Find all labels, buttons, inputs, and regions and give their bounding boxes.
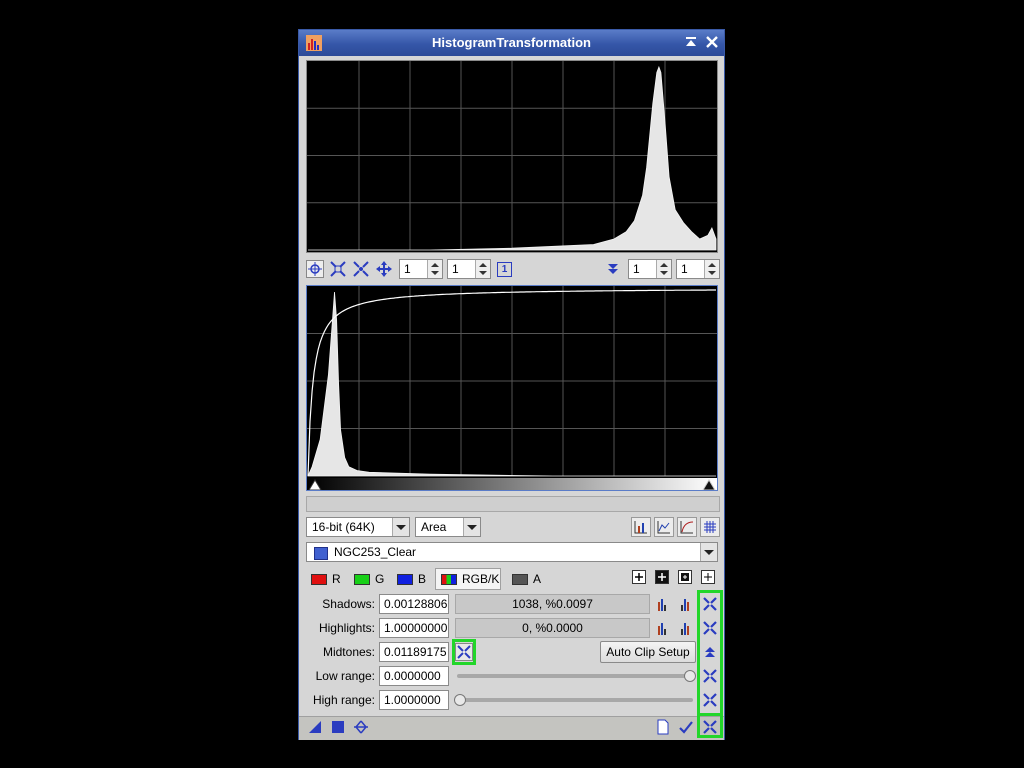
channel-g-swatch	[354, 574, 370, 586]
bit-depth-combo[interactable]: 16-bit (64K)	[306, 517, 410, 537]
highlights-label: Highlights:	[318, 621, 375, 635]
shade-icon[interactable]	[683, 34, 699, 50]
channel-a-label: A	[533, 572, 542, 586]
shadows-marker	[308, 479, 322, 490]
shadows-histogram-icon-2[interactable]	[679, 596, 697, 614]
log-graph-icon[interactable]	[654, 517, 674, 537]
highlights-marker	[702, 479, 716, 490]
image-view-icon	[314, 547, 328, 560]
high-range-slider-handle[interactable]	[454, 694, 466, 706]
shadows-input[interactable]: 0.00128806	[379, 594, 449, 614]
bit-depth-value: 16-bit (64K)	[312, 520, 375, 534]
midtones-label: Midtones:	[322, 645, 375, 659]
histogram-transformation-window: HistogramTransformation 1 1 1 1 1 16-bit…	[298, 29, 725, 740]
channel-rgbk-swatch	[441, 574, 457, 586]
low-range-label: Low range:	[315, 669, 375, 683]
window-title: HistogramTransformation	[432, 35, 591, 50]
zoom-x2-value: 1	[633, 262, 640, 276]
zoom-x-value: 1	[404, 262, 411, 276]
midtones-input[interactable]: 0.01189175	[379, 642, 449, 662]
reset-column-highlight	[697, 590, 723, 716]
histogram-area	[308, 65, 717, 251]
highlights-reset-icon[interactable]	[701, 619, 719, 637]
channel-b-swatch	[397, 574, 413, 586]
low-range-reset-icon[interactable]	[701, 667, 719, 685]
highlights-clip-readout: 0, %0.0000	[455, 618, 650, 638]
zoom-x2-spinbox[interactable]: 1	[628, 259, 672, 279]
pan-icon[interactable]	[375, 260, 393, 278]
shadows-clip-readout: 1038, %0.0097	[455, 594, 650, 614]
channel-b[interactable]: B	[397, 569, 426, 589]
page-badge[interactable]: 1	[497, 262, 512, 277]
app-icon	[306, 35, 322, 51]
linear-graph-icon[interactable]	[631, 517, 651, 537]
auto-clip-setup-button[interactable]: Auto Clip Setup	[600, 641, 696, 663]
view-selector-value: NGC253_Clear	[334, 545, 417, 559]
reset-all-highlight	[697, 714, 723, 738]
low-range-slider-handle[interactable]	[684, 670, 696, 682]
arrow-down-icon[interactable]	[604, 260, 622, 278]
highlights-histogram-icon[interactable]	[656, 620, 674, 638]
channel-a-swatch	[512, 574, 528, 586]
zoom-y-value: 1	[452, 262, 459, 276]
highlights-histogram-icon-2[interactable]	[679, 620, 697, 638]
reset-all-icon[interactable]	[701, 718, 719, 736]
zoom-out-icon[interactable]	[678, 570, 696, 588]
channel-g-label: G	[375, 572, 385, 586]
output-histogram-chart	[307, 61, 717, 251]
shadows-reset-icon[interactable]	[701, 595, 719, 613]
channel-a[interactable]: A	[512, 569, 541, 589]
low-range-slider[interactable]	[457, 674, 693, 678]
zoom-y2-value: 1	[681, 262, 688, 276]
midtones-reset-icon[interactable]	[455, 643, 473, 661]
zoom-reset-icon[interactable]	[352, 260, 370, 278]
channel-r-swatch	[311, 574, 327, 586]
input-histogram-chart	[307, 286, 717, 490]
low-range-input[interactable]: 0.0000000	[379, 666, 449, 686]
reset-icon[interactable]	[353, 719, 371, 737]
zoom-in-icon[interactable]	[632, 570, 650, 588]
high-range-reset-icon[interactable]	[701, 691, 719, 709]
view-icon[interactable]	[330, 719, 348, 737]
channel-g[interactable]: G	[354, 569, 384, 589]
zoom-out-outline-icon[interactable]	[701, 570, 719, 588]
grid-icon[interactable]	[700, 517, 720, 537]
high-range-input[interactable]: 1.0000000	[379, 690, 449, 710]
view-selector[interactable]: NGC253_Clear	[306, 542, 718, 562]
high-range-label: High range:	[312, 693, 375, 707]
bottom-bar	[299, 716, 724, 740]
channel-r-label: R	[332, 572, 341, 586]
title-bar[interactable]: HistogramTransformation	[299, 30, 724, 56]
shadows-histogram-icon[interactable]	[656, 596, 674, 614]
zoom-y-spinbox[interactable]: 1	[447, 259, 491, 279]
high-range-slider[interactable]	[457, 698, 693, 702]
new-instance-icon[interactable]	[307, 719, 325, 737]
channel-rgbk-label: RGB/K	[462, 572, 500, 586]
channel-r[interactable]: R	[311, 569, 341, 589]
graph-mode-combo[interactable]: Area	[415, 517, 481, 537]
zoom-fit-icon[interactable]	[329, 260, 347, 278]
zoom-x-spinbox[interactable]: 1	[399, 259, 443, 279]
gradient-bar	[307, 478, 717, 490]
midtones-reset-highlight	[452, 639, 476, 665]
channel-rgbk[interactable]: RGB/K	[435, 568, 501, 590]
zoom-y2-spinbox[interactable]: 1	[676, 259, 720, 279]
midtones-up-icon[interactable]	[701, 643, 719, 661]
transfer-curve	[307, 289, 716, 477]
document-icon[interactable]	[655, 719, 673, 737]
curve-icon[interactable]	[677, 517, 697, 537]
apply-check-icon[interactable]	[678, 719, 696, 737]
graph-mode-value: Area	[421, 520, 447, 534]
close-icon[interactable]	[704, 34, 720, 50]
highlights-input[interactable]: 1.00000000	[379, 618, 449, 638]
slider-track[interactable]	[306, 496, 720, 512]
crosshair-icon[interactable]	[306, 260, 324, 278]
shadows-label: Shadows:	[322, 597, 375, 611]
zoom-in-dark-icon[interactable]	[655, 570, 673, 588]
histogram-area	[307, 291, 716, 477]
output-histogram-panel[interactable]	[306, 60, 718, 253]
input-histogram-panel[interactable]	[306, 285, 718, 491]
channel-b-label: B	[418, 572, 427, 586]
